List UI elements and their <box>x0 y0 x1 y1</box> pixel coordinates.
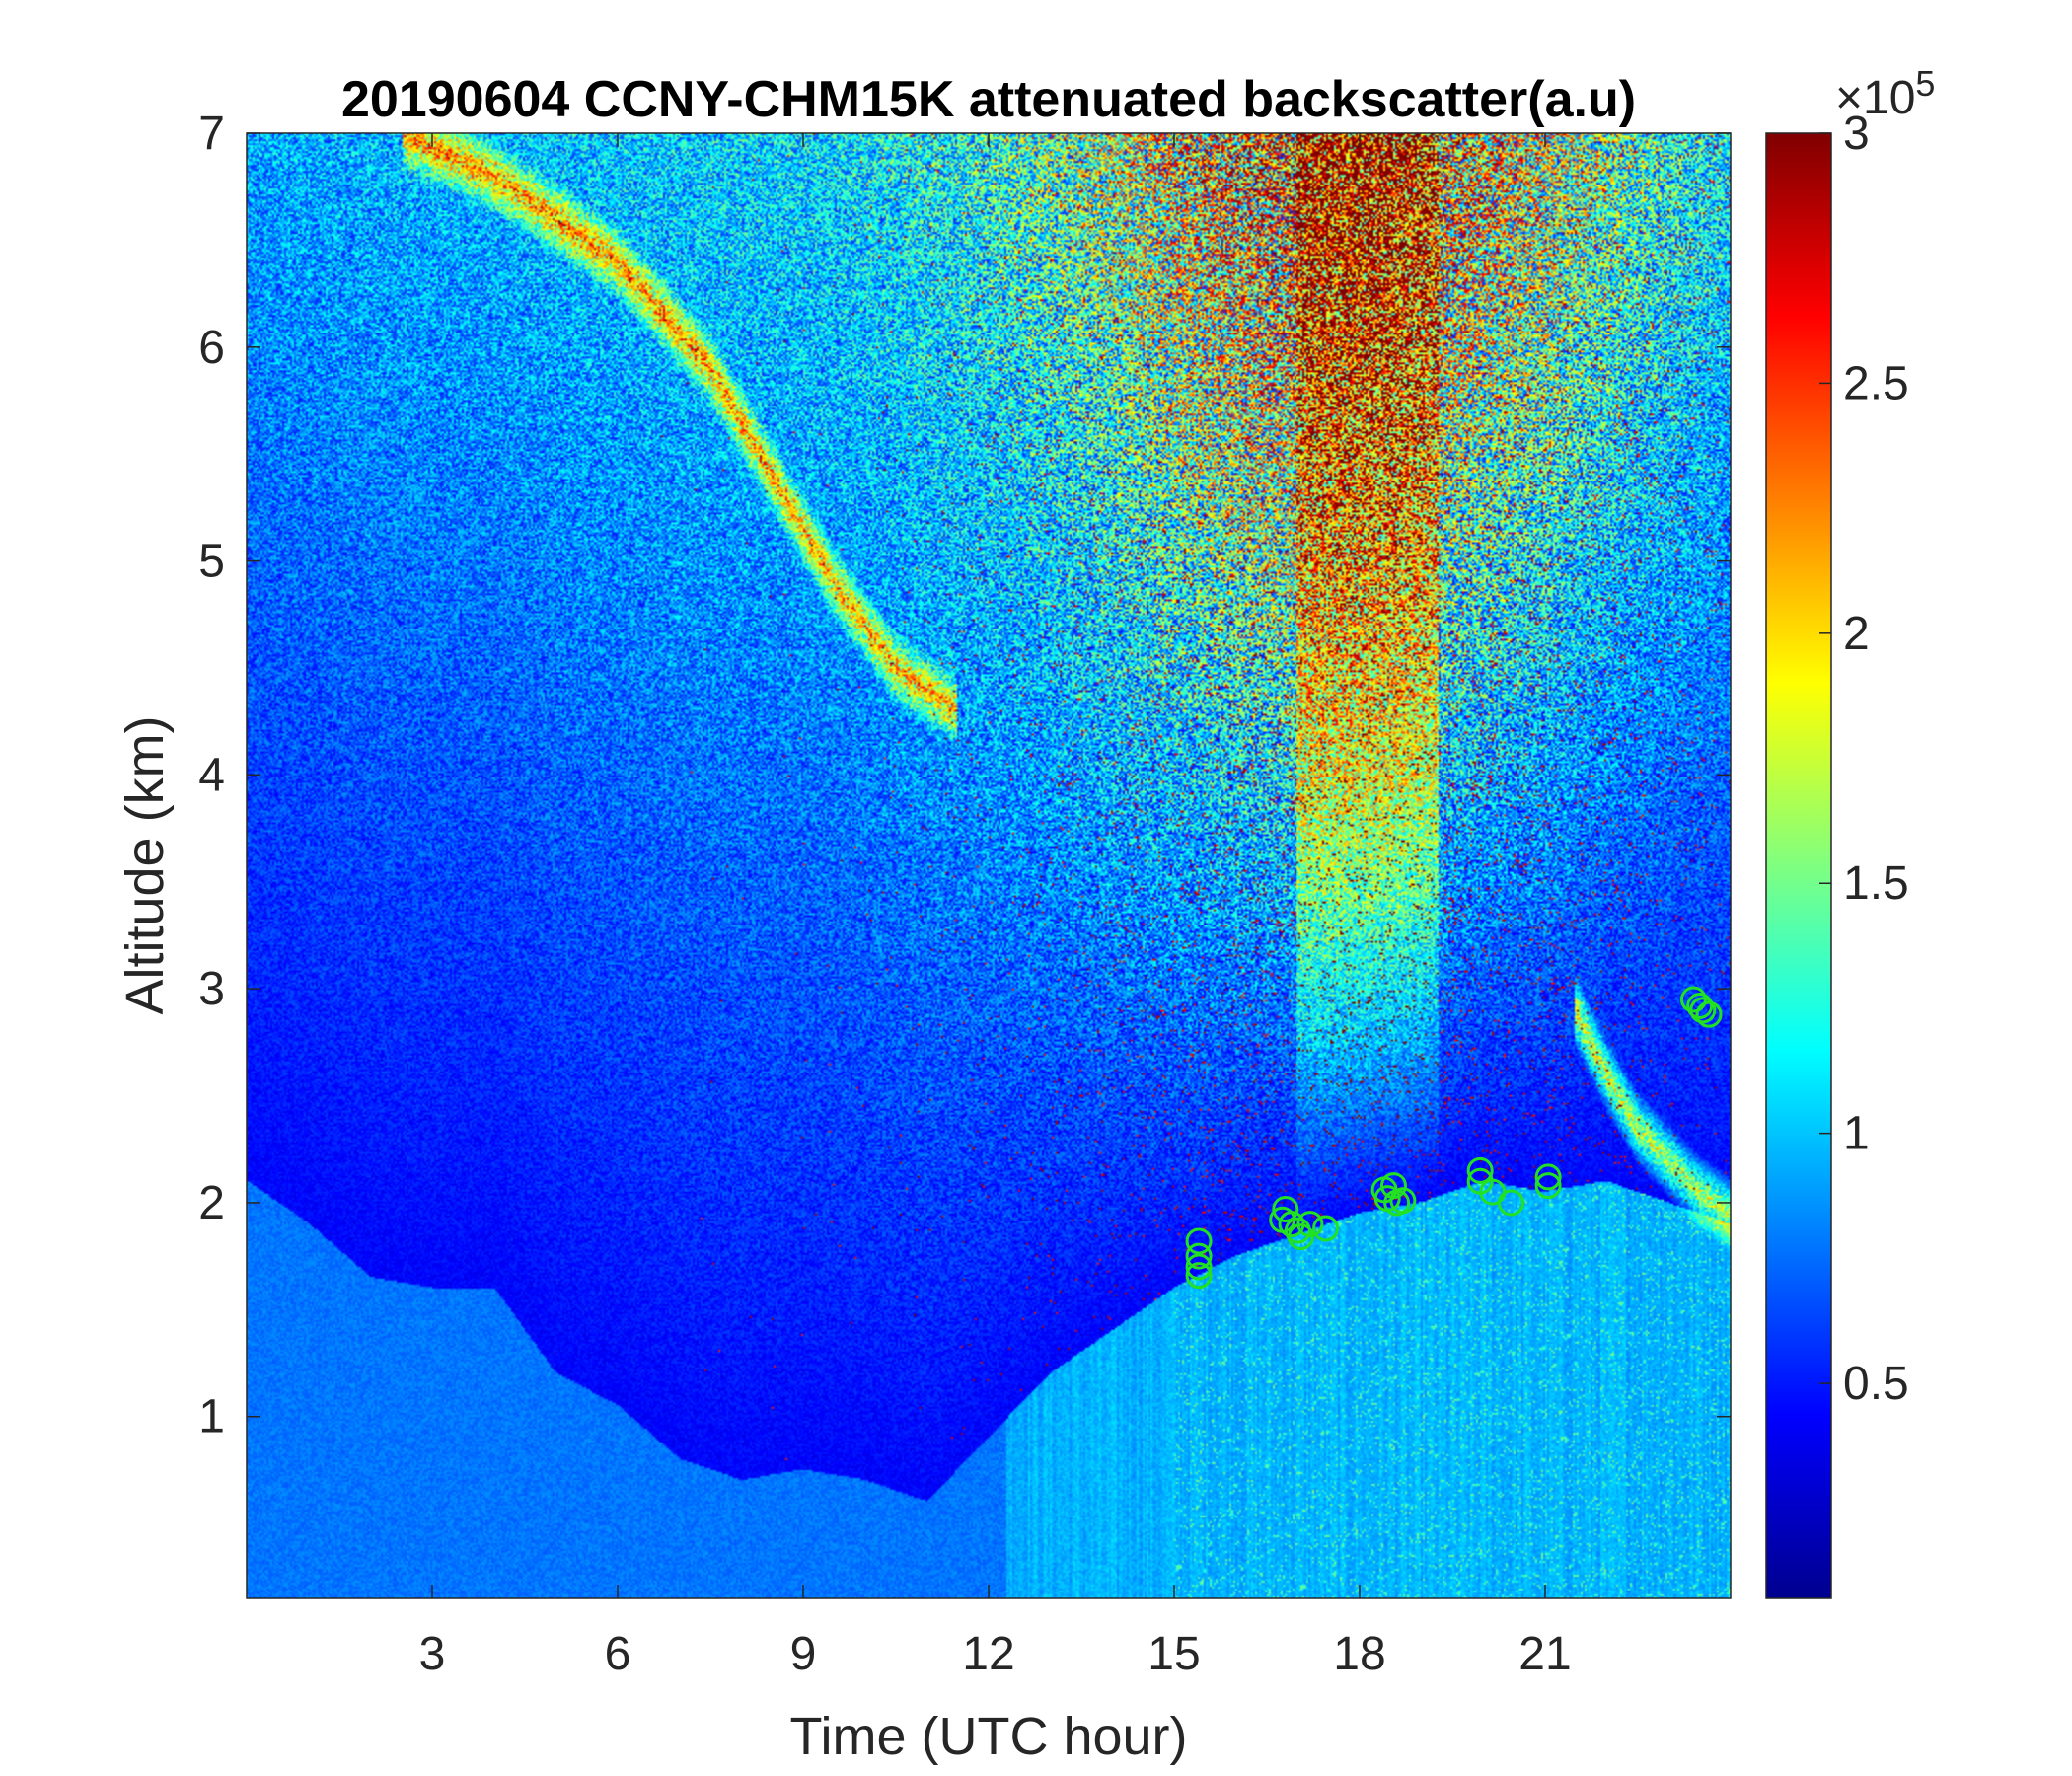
chart-title: 20190604 CCNY-CHM15K attenuated backscat… <box>341 71 1636 128</box>
x-axis: 3 6 9 12 15 18 21 <box>419 133 1572 1680</box>
y-axis: 1 2 3 4 5 6 7 <box>198 108 1731 1443</box>
cloud-base-marker <box>1498 1189 1525 1217</box>
colorbar-tick-label: 1 <box>1843 1108 1870 1160</box>
y-axis-label: Altitude (km) <box>115 715 175 1014</box>
colorbar-exponent-power: 5 <box>1915 63 1935 104</box>
cloud-base-marker <box>1185 1253 1213 1281</box>
y-tick-label: 1 <box>198 1391 225 1443</box>
cloud-base-marker <box>1185 1227 1213 1255</box>
colorbar-tick-label: 3 <box>1843 108 1870 160</box>
cloud-base-marker <box>1296 1211 1324 1238</box>
cloud-base-marker <box>1185 1242 1213 1270</box>
cloud-base-marker <box>1695 1000 1723 1028</box>
cloud-base-marker <box>1689 997 1717 1024</box>
x-tick-label: 3 <box>419 1628 446 1680</box>
y-tick-label: 6 <box>198 322 225 374</box>
colorbar-tick-label: 2.5 <box>1843 357 1909 409</box>
colorbar-gradient <box>1765 132 1832 1599</box>
colorbar-tick-label: 0.5 <box>1843 1358 1909 1410</box>
x-tick-label: 12 <box>962 1628 1014 1680</box>
colorbar-tick-label: 2 <box>1843 608 1870 660</box>
cloud-base-marker <box>1466 1156 1494 1184</box>
cloud-base-marker <box>1534 1163 1562 1191</box>
y-tick-label: 3 <box>198 963 225 1015</box>
x-tick-label: 15 <box>1147 1628 1200 1680</box>
cloud-base-marker <box>1272 1195 1299 1222</box>
y-tick-label: 4 <box>198 749 225 801</box>
cloud-base-marker <box>1312 1215 1340 1242</box>
cloud-base-marker <box>1686 992 1714 1019</box>
cloud-base-marker <box>1379 1172 1407 1200</box>
plot-area <box>247 133 1731 1598</box>
x-tick-label: 18 <box>1333 1628 1385 1680</box>
x-tick-label: 9 <box>790 1628 817 1680</box>
x-axis-label: Time (UTC hour) <box>789 1707 1187 1766</box>
y-tick-label: 2 <box>198 1177 225 1229</box>
y-tick-label: 7 <box>198 108 225 160</box>
x-tick-label: 21 <box>1518 1628 1571 1680</box>
backscatter-heatmap <box>247 133 1731 1598</box>
cloud-base-marker <box>1534 1172 1562 1200</box>
colorbar-exponent-base: ×10 <box>1835 72 1915 124</box>
y-tick-label: 5 <box>198 536 225 588</box>
cloud-base-markers <box>1185 986 1723 1290</box>
colorbar-exponent: ×105 <box>1835 63 1935 124</box>
colorbar-ticks: 0.5 1 1.5 2 2.5 3 <box>1819 108 1909 1410</box>
cloud-base-marker <box>1185 1262 1213 1290</box>
colorbar-tick-label: 1.5 <box>1843 857 1909 910</box>
colorbar: 0.5 1 1.5 2 2.5 3 ×105 <box>1765 63 1935 1599</box>
x-tick-label: 6 <box>605 1628 631 1680</box>
cloud-base-marker <box>1389 1187 1417 1215</box>
